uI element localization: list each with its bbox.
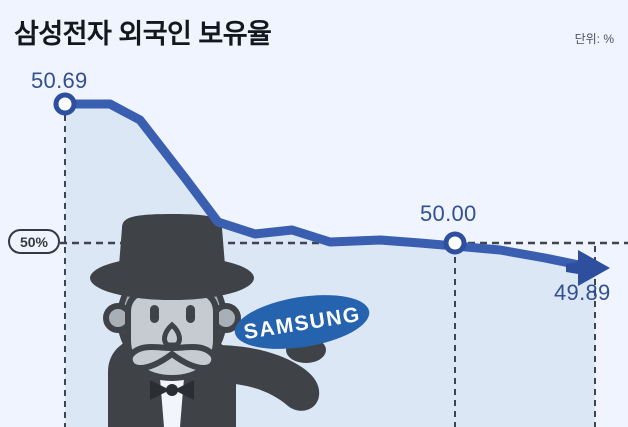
mascot-bowtie <box>150 380 194 400</box>
samsung-logo-ellipse <box>234 295 370 349</box>
mascot-hat-crown <box>118 214 226 278</box>
data-label-middle: 50.00 <box>420 201 477 226</box>
mascot-eye-left <box>150 305 159 323</box>
mascot-eye-right <box>186 305 195 323</box>
threshold-badge: 50% <box>8 229 60 254</box>
samsung-logo: SAMSUNG <box>234 295 370 349</box>
data-label-start: 50.69 <box>31 68 88 93</box>
mascot-figure <box>90 214 326 427</box>
mascot-arm <box>214 345 320 411</box>
data-label-end: 49.89 <box>554 280 611 305</box>
mascot-moustache <box>126 344 218 372</box>
mascot-bowtie-knot <box>166 384 178 396</box>
marker-middle <box>443 231 467 255</box>
mascot-nose <box>162 321 182 348</box>
unit-label: 단위: % <box>574 32 614 46</box>
page-title: 삼성전자 외국인 보유율 <box>14 19 272 49</box>
data-line-arrowhead <box>566 250 610 286</box>
marker-start <box>53 92 77 116</box>
data-line <box>60 99 589 271</box>
